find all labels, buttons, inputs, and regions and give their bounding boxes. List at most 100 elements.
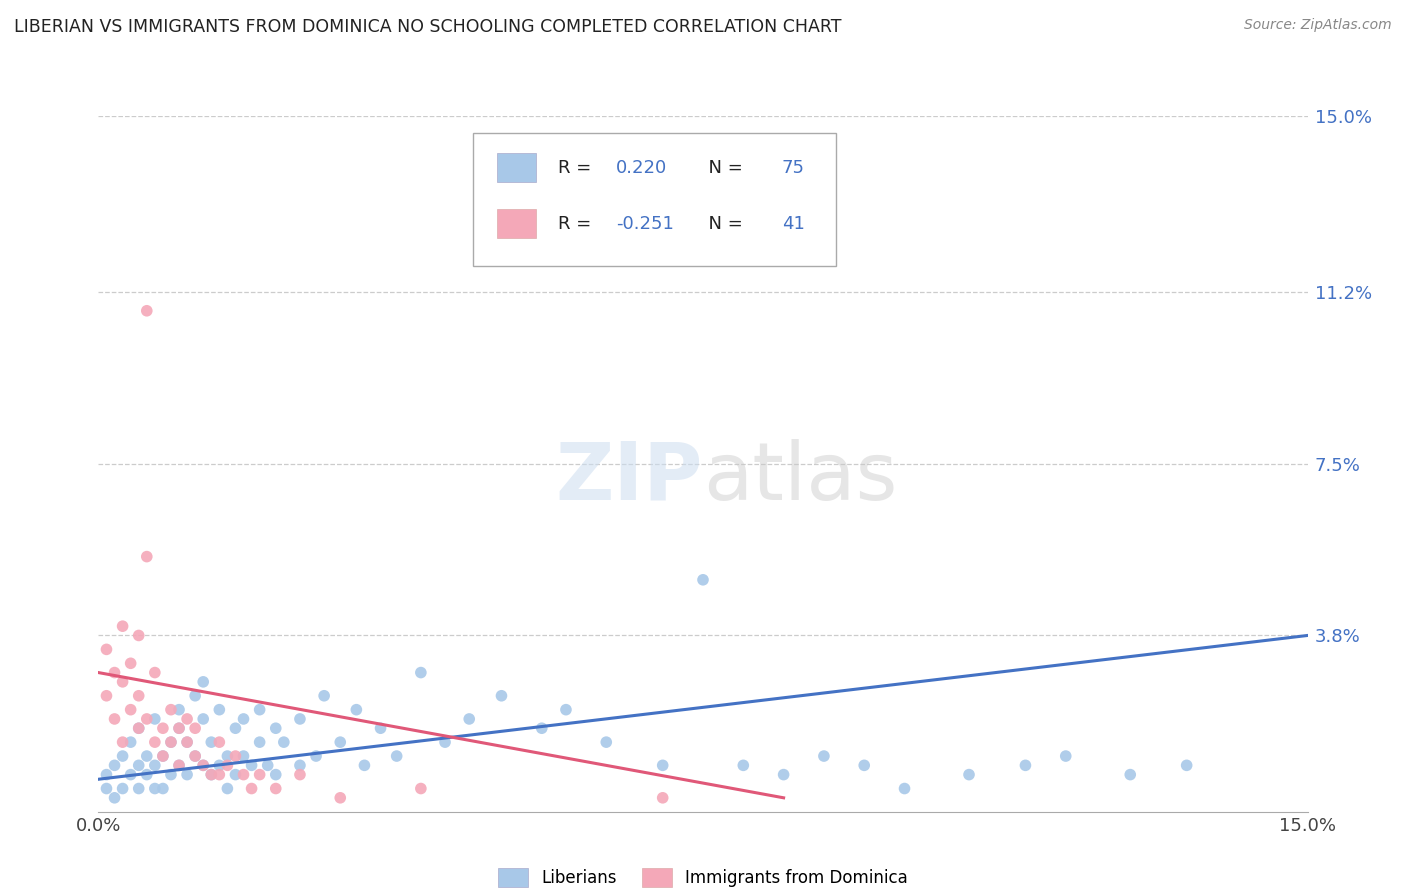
Point (458, 712, 481, 726)
Point (135, 767, 157, 781)
Point (193, 758, 215, 772)
Point (135, 712, 157, 726)
Point (193, 712, 215, 726)
Point (111, 735, 134, 749)
Point (120, 735, 142, 749)
Point (329, 735, 352, 749)
Text: 75: 75 (782, 159, 804, 178)
Legend: Liberians, Immigrants from Dominica: Liberians, Immigrants from Dominica (491, 862, 915, 892)
Point (249, 735, 271, 749)
Point (434, 735, 457, 749)
Point (103, 712, 125, 726)
Point (232, 712, 254, 726)
Point (152, 749, 174, 764)
Point (200, 735, 222, 749)
Point (232, 749, 254, 764)
Text: 41: 41 (782, 215, 804, 233)
Text: LIBERIAN VS IMMIGRANTS FROM DOMINICA NO SCHOOLING COMPLETED CORRELATION CHART: LIBERIAN VS IMMIGRANTS FROM DOMINICA NO … (14, 18, 842, 36)
Point (120, 767, 142, 781)
Point (1054, 749, 1077, 764)
Point (167, 703, 190, 717)
Point (128, 689, 150, 703)
Point (651, 758, 673, 772)
Point (200, 767, 222, 781)
Text: atlas: atlas (703, 439, 897, 516)
Point (288, 758, 311, 772)
Text: R =: R = (558, 159, 598, 178)
Text: ZIP: ZIP (555, 439, 703, 516)
Point (240, 758, 263, 772)
Point (135, 549, 157, 564)
Point (160, 703, 183, 717)
Point (256, 758, 278, 772)
Point (409, 781, 432, 796)
Point (208, 767, 231, 781)
Point (232, 767, 254, 781)
Point (167, 758, 190, 772)
Point (1175, 758, 1198, 772)
Point (409, 665, 432, 680)
Point (193, 758, 215, 772)
Point (224, 749, 246, 764)
Point (224, 721, 246, 735)
Point (184, 749, 207, 764)
Point (96, 689, 118, 703)
Point (217, 781, 239, 796)
Point (111, 619, 134, 633)
Point (329, 790, 352, 805)
Point (264, 721, 287, 735)
Point (96, 781, 118, 796)
Point (733, 758, 755, 772)
Point (111, 749, 134, 764)
Point (103, 758, 125, 772)
Point (167, 721, 190, 735)
Point (217, 758, 239, 772)
Point (167, 758, 190, 772)
Point (176, 735, 198, 749)
Point (143, 735, 166, 749)
Point (370, 721, 392, 735)
Point (152, 781, 174, 796)
Point (184, 721, 207, 735)
Point (160, 735, 183, 749)
Point (314, 689, 336, 703)
Point (772, 767, 794, 781)
Text: N =: N = (697, 159, 748, 178)
Point (103, 790, 125, 805)
Point (143, 758, 166, 772)
Point (288, 767, 311, 781)
Point (651, 790, 673, 805)
Point (288, 712, 311, 726)
Point (184, 689, 207, 703)
Point (249, 703, 271, 717)
Point (208, 735, 231, 749)
Point (152, 721, 174, 735)
FancyBboxPatch shape (498, 153, 536, 182)
Point (120, 657, 142, 671)
Point (193, 674, 215, 689)
Point (111, 674, 134, 689)
FancyBboxPatch shape (498, 209, 536, 238)
Point (128, 781, 150, 796)
Point (344, 703, 367, 717)
Point (143, 781, 166, 796)
Point (120, 703, 142, 717)
Point (160, 767, 183, 781)
Text: 0.220: 0.220 (616, 159, 668, 178)
Point (813, 749, 835, 764)
Point (853, 758, 876, 772)
Point (128, 721, 150, 735)
Point (264, 767, 287, 781)
Point (200, 767, 222, 781)
Point (240, 781, 263, 796)
Text: N =: N = (697, 215, 748, 233)
Point (176, 712, 198, 726)
Point (128, 721, 150, 735)
Point (385, 749, 408, 764)
Point (184, 749, 207, 764)
Text: -0.251: -0.251 (616, 215, 673, 233)
Point (135, 749, 157, 764)
Point (167, 721, 190, 735)
Point (264, 781, 287, 796)
Point (1014, 758, 1036, 772)
